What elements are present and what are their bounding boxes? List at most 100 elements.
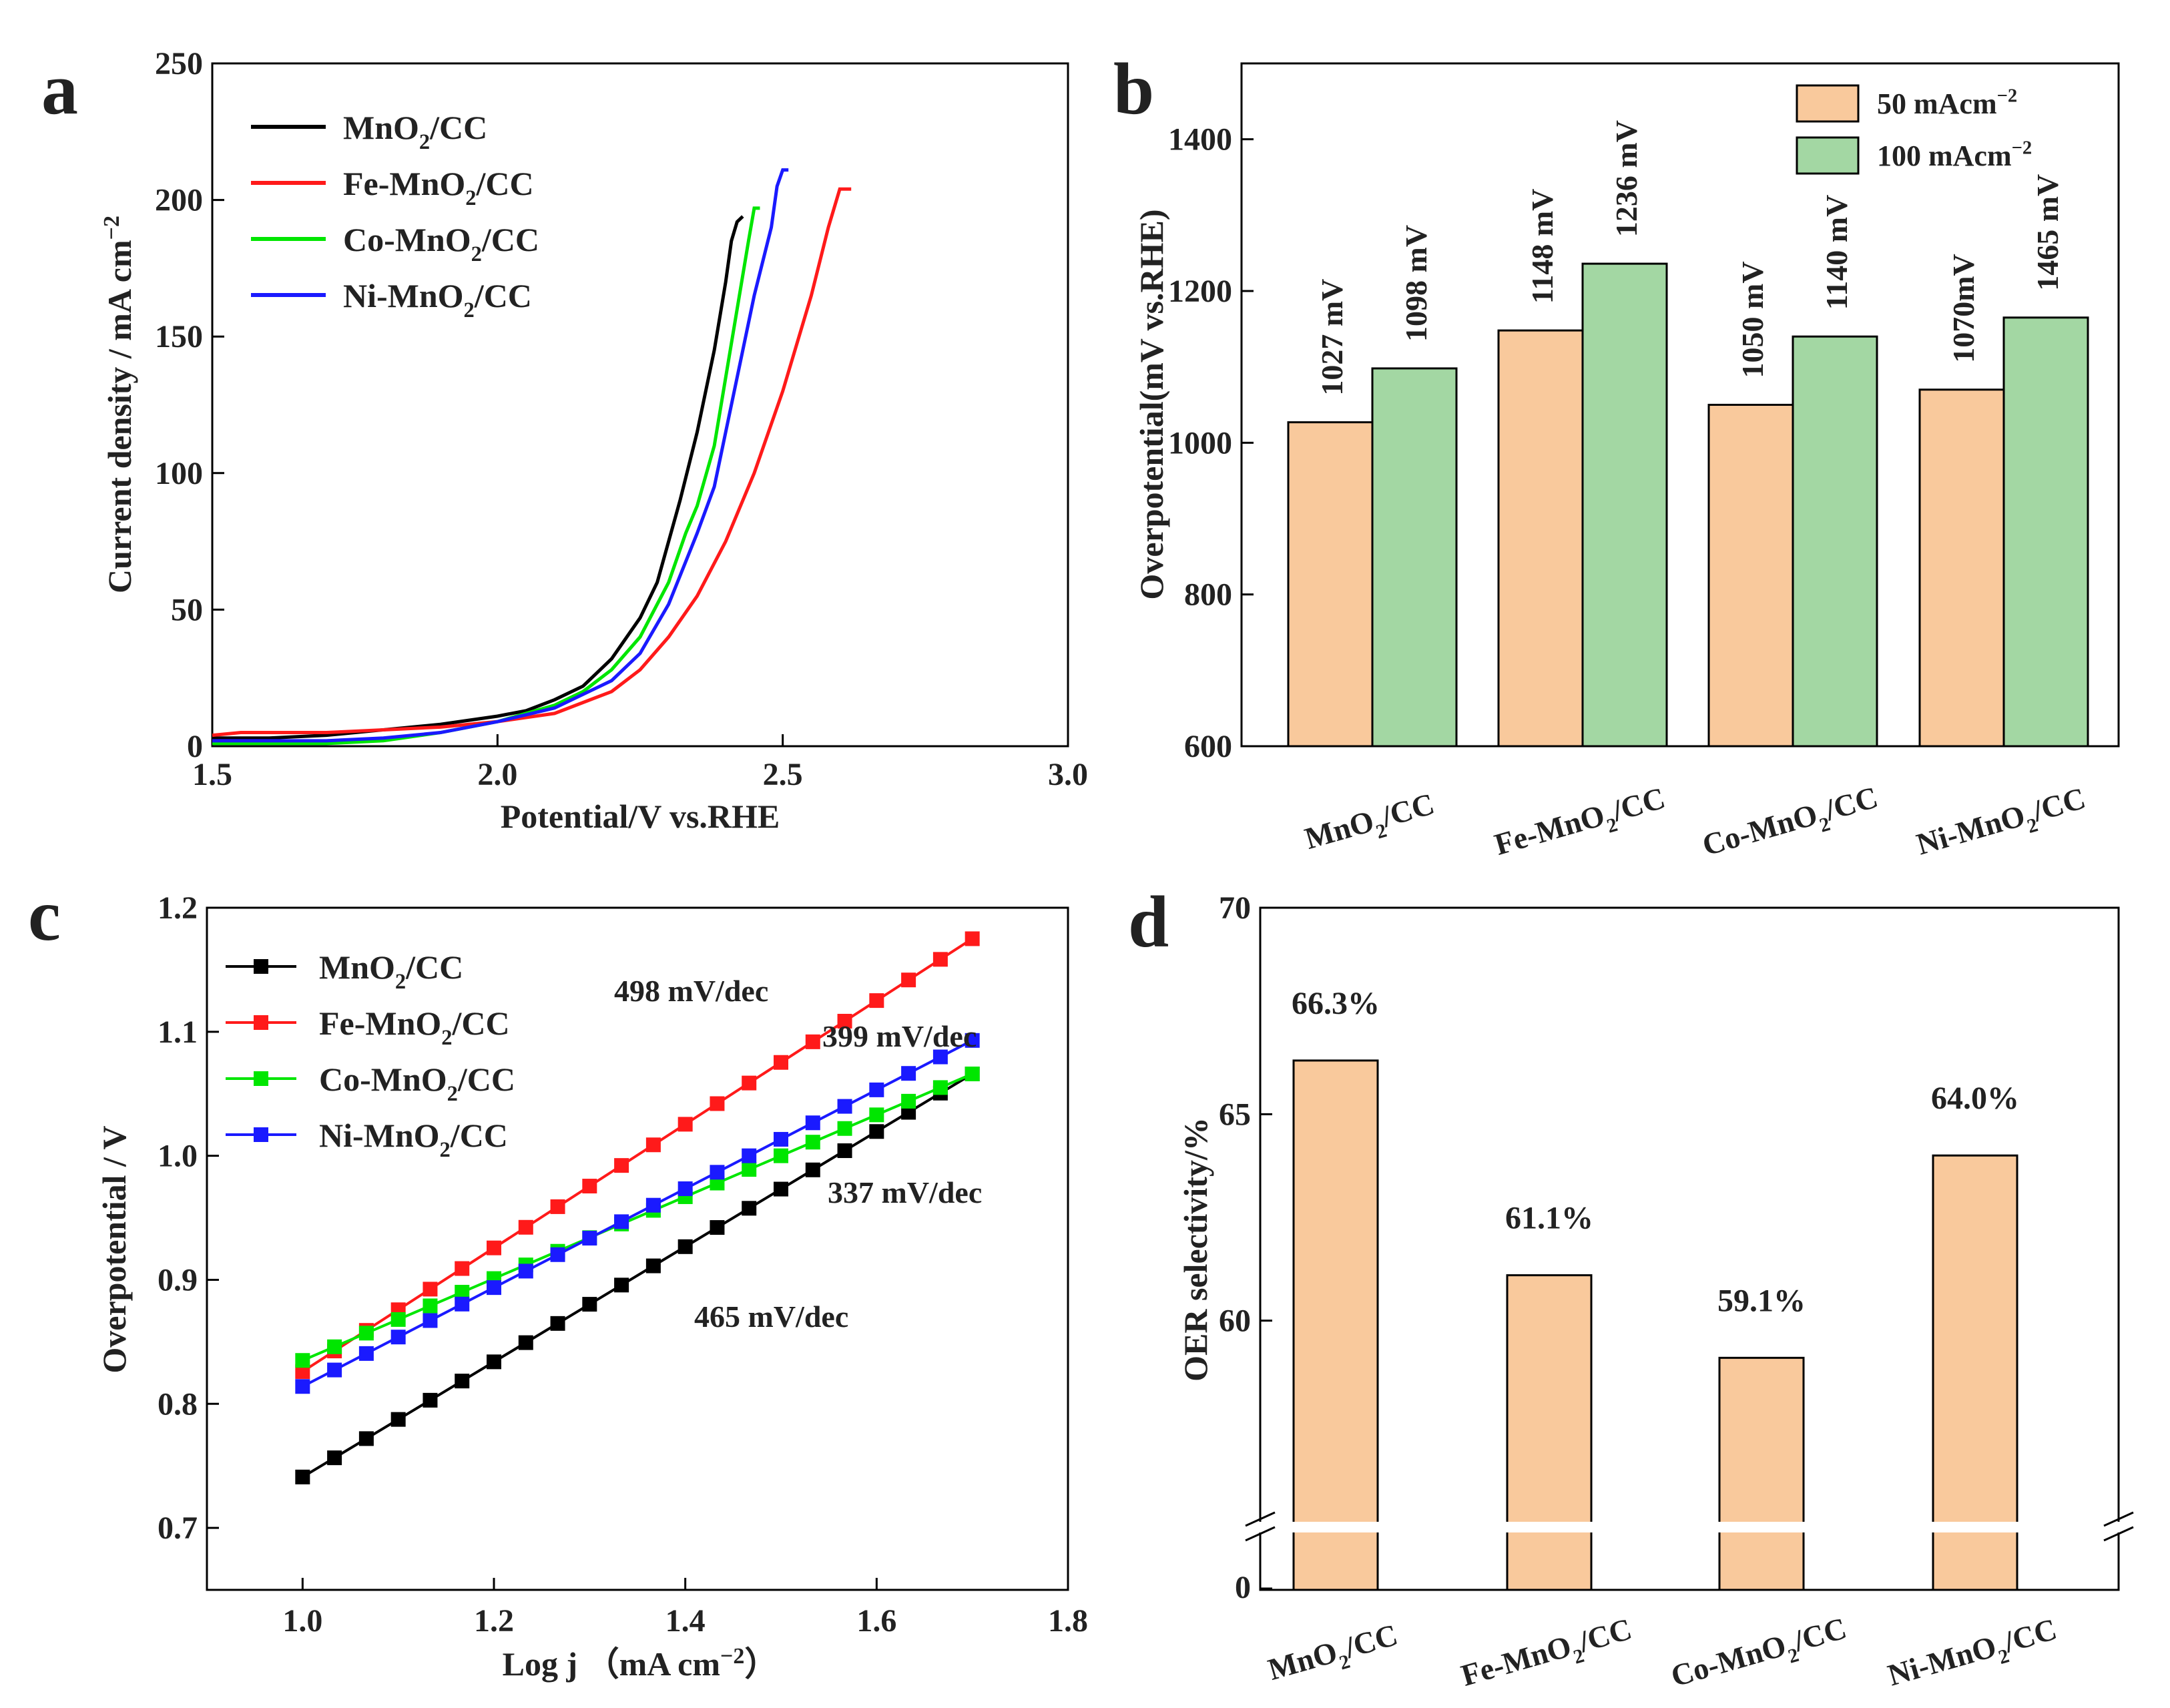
y-tick-label: 1.1: [158, 1015, 198, 1050]
bar: [2002, 316, 2089, 748]
x-category-label-rest: /CC: [1790, 1611, 1850, 1658]
slope-label-3: 337 mV/dec: [828, 1175, 982, 1209]
x-category-label-base: Co-MnO: [1667, 1628, 1790, 1693]
data-point: [327, 1362, 342, 1378]
legend-label-1-rest: /CC: [429, 109, 487, 146]
data-point: [455, 1285, 470, 1300]
data-point: [774, 1148, 788, 1163]
legend-label-3-base: Co-MnO: [319, 1061, 447, 1098]
data-point: [869, 993, 884, 1009]
plot-frame-d: [1259, 906, 2120, 1591]
data-point: [358, 1326, 374, 1341]
x-category-label-base: MnO: [1301, 804, 1378, 856]
data-point: [390, 1412, 406, 1427]
series-line-3: [212, 206, 760, 746]
panel-letter-d: d: [1128, 881, 1169, 962]
y-tick-label: 0.9: [158, 1262, 198, 1298]
x-category-label-base: Ni-MnO: [1884, 1629, 2000, 1693]
x-category-label-rest: /CC: [1608, 780, 1669, 828]
legend-label-4-base: Ni-MnO: [319, 1117, 440, 1154]
y-axis-label: OER selectivity/%: [1177, 1117, 1214, 1382]
x-category-label-rest: /CC: [2000, 1612, 2061, 1659]
x-category-label-base: Ni-MnO: [1913, 798, 2029, 862]
legend-label-3-sub: 2: [447, 1082, 458, 1106]
data-point: [742, 1201, 757, 1216]
data-point: [710, 1096, 725, 1111]
x-tick-label: 1.5: [192, 757, 232, 792]
y-tick-label: 0.7: [158, 1510, 198, 1546]
data-point: [869, 1082, 884, 1097]
bar-value-label: 1070mV: [1946, 254, 1980, 363]
data-point: [710, 1220, 725, 1235]
legend-label-3-sub: 2: [471, 242, 482, 266]
axis-break-mark: [1245, 1511, 1276, 1527]
data-point: [614, 1158, 629, 1173]
legend-label-2-sub: 2: [465, 186, 476, 210]
slope-label-1: 465 mV/dec: [694, 1300, 848, 1334]
x-axis-label: Log j （mA cm−2）: [503, 1644, 778, 1683]
axis-break-mark: [2103, 1526, 2134, 1542]
data-point: [423, 1392, 438, 1408]
data-point: [518, 1335, 533, 1350]
x-category-label: Ni-MnO2/CC: [1884, 1612, 2063, 1699]
x-category-label-base: Fe-MnO: [1457, 1629, 1575, 1693]
bar: [1718, 1356, 1805, 1591]
data-point: [295, 1469, 310, 1484]
x-category-label: MnO2/CC: [1264, 1617, 1403, 1693]
data-point: [805, 1162, 820, 1177]
x-axis-label-sup: −2: [720, 1644, 744, 1669]
legend-label-1: MnO2/CC: [319, 948, 463, 994]
legend-swatch-2: [1796, 136, 1860, 175]
x-tick-label: 1.6: [856, 1603, 896, 1639]
legend-label-4-sub: 2: [464, 298, 475, 322]
data-point: [645, 1258, 661, 1273]
data-point: [677, 1117, 693, 1132]
bar-value-label: 59.1%: [1717, 1283, 1806, 1318]
bar: [1506, 1274, 1593, 1591]
x-tick-label: 1.8: [1048, 1603, 1088, 1639]
y-tick-label: 800: [1184, 577, 1232, 613]
x-tick-label: 1.2: [474, 1603, 514, 1639]
data-point: [423, 1282, 438, 1297]
y-tick-label: 50: [171, 592, 203, 627]
panel-letter-c: c: [28, 874, 61, 956]
data-point: [358, 1346, 374, 1361]
legend-label-1-base: MnO: [319, 948, 395, 986]
bar-value-label: 61.1%: [1505, 1201, 1593, 1236]
data-point: [518, 1219, 533, 1235]
plot-frame-a: [211, 62, 1069, 748]
bar-value-label: 1148 mV: [1525, 189, 1559, 304]
data-point: [742, 1075, 757, 1091]
bar: [1932, 1154, 2018, 1591]
bar: [1287, 421, 1374, 748]
data-point: [869, 1124, 884, 1139]
legend-label-2: 100 mAcm−2: [1877, 137, 2032, 172]
data-point: [901, 1105, 916, 1120]
data-point: [614, 1277, 629, 1293]
data-point: [550, 1199, 565, 1214]
legend-label-3: Co-MnO2/CC: [319, 1061, 515, 1106]
legend-marker-2: [254, 1015, 268, 1030]
legend-label-1-base: MnO: [343, 109, 419, 146]
data-point: [487, 1240, 501, 1255]
legend-label-1: 50 mAcm−2: [1877, 85, 2017, 120]
y-tick-label: 100: [155, 456, 203, 491]
data-point: [390, 1312, 406, 1327]
data-point: [901, 972, 916, 988]
data-point: [614, 1214, 629, 1229]
bar-value-label: 1098 mV: [1399, 225, 1433, 342]
data-point: [455, 1261, 470, 1276]
x-tick-label: 2.5: [763, 757, 803, 792]
y-tick-label: 0: [187, 729, 203, 764]
y-tick-label: 200: [155, 183, 203, 218]
y-tick-label: 1200: [1168, 274, 1232, 309]
x-category-label: Fe-MnO2/CC: [1490, 780, 1671, 868]
data-point: [390, 1330, 406, 1345]
legend-label-2-base: Fe-MnO: [319, 1005, 441, 1042]
x-category-label-base: Co-MnO: [1699, 797, 1822, 862]
series-line-2: [212, 187, 852, 738]
series-line-4: [302, 1039, 973, 1388]
data-point: [932, 952, 948, 967]
data-point: [455, 1374, 470, 1389]
x-category-label-base: MnO: [1264, 1635, 1341, 1687]
